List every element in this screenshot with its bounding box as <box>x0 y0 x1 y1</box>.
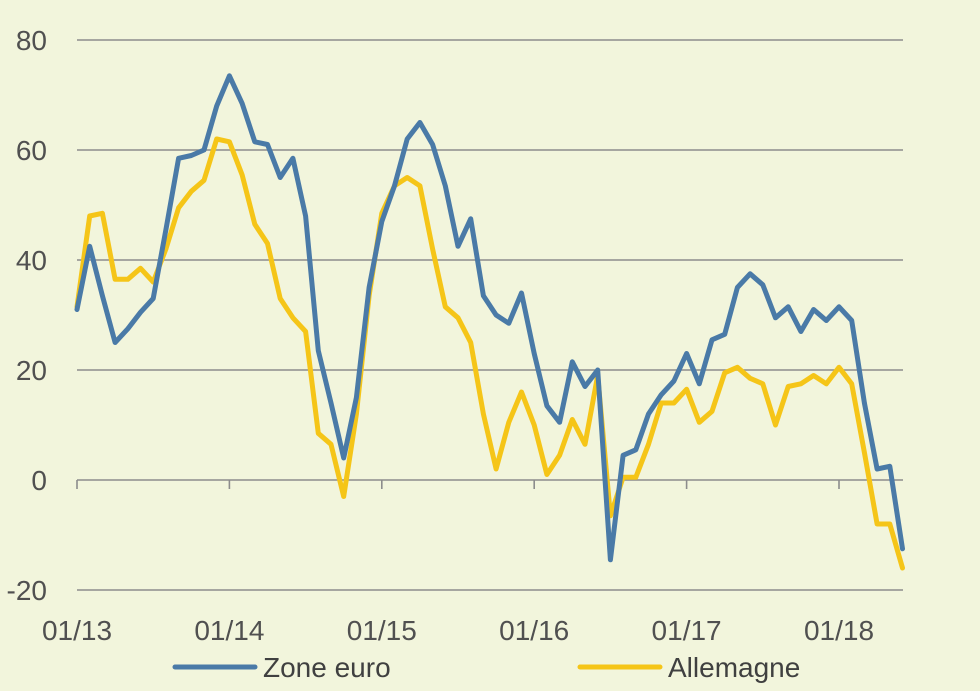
legend-item: Zone euro <box>172 652 391 683</box>
y-tick-label: 80 <box>16 25 47 56</box>
y-tick-label: 20 <box>16 355 47 386</box>
y-tick-label: 0 <box>31 465 47 496</box>
y-tick-label: 40 <box>16 245 47 276</box>
legend-item: Allemagne <box>577 652 800 683</box>
x-tick-label: 01/15 <box>347 615 417 646</box>
series-lines <box>74 73 905 571</box>
series-line-zone-euro <box>74 73 905 563</box>
x-tick-label: 01/17 <box>652 615 722 646</box>
legend-label: Allemagne <box>668 652 800 683</box>
x-tick-label: 01/16 <box>499 615 569 646</box>
y-axis-tick-labels: -20 0 20 40 60 80 <box>7 25 47 606</box>
x-tick-label: 01/18 <box>804 615 874 646</box>
y-tick-label: 60 <box>16 135 47 166</box>
x-tick-label: 01/13 <box>42 615 112 646</box>
y-tick-label: -20 <box>7 575 47 606</box>
series-line-allemagne <box>74 136 905 571</box>
x-tick-label: 01/14 <box>194 615 264 646</box>
legend-label: Zone euro <box>263 652 391 683</box>
x-axis: 01/13 01/14 01/15 01/16 01/17 01/18 <box>42 480 874 646</box>
legend: Zone euro Allemagne <box>172 652 800 683</box>
